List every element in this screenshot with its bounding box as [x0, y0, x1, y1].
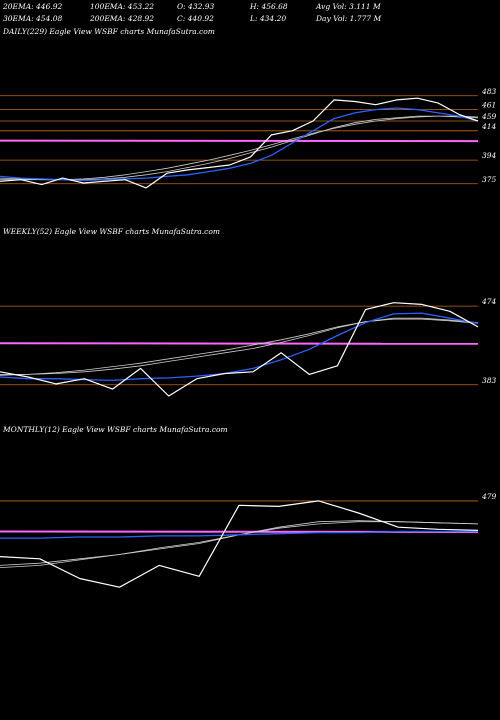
weekly-level-label: 474 — [481, 297, 497, 306]
daily-level-label: 394 — [482, 151, 497, 160]
weekly-ema-slow-line — [0, 317, 479, 375]
daily-level-label: 459 — [481, 112, 497, 121]
daily-title: DAILY(229) Eagle View WSBF charts Munafa… — [2, 27, 215, 36]
header-200ema: 200EMA: 428.92 — [89, 14, 154, 23]
daily-level-label: 414 — [481, 122, 497, 131]
monthly-title: MONTHLY(12) Eagle View WSBF charts Munaf… — [2, 425, 228, 434]
header-avg-vol: Avg Vol: 3.111 M — [315, 2, 381, 11]
daily-level-label: 483 — [481, 87, 497, 96]
header-20ema: 20EMA: 446.92 — [2, 2, 62, 11]
header-info: 20EMA: 446.92 100EMA: 453.22 O: 432.93 H… — [2, 2, 382, 23]
weekly-panel: WEEKLY(52) Eagle View WSBF charts Munafa… — [0, 227, 497, 397]
monthly-panel: MONTHLY(12) Eagle View WSBF charts Munaf… — [0, 425, 497, 588]
header-high: H: 456.68 — [249, 2, 288, 11]
header-open: O: 432.93 — [177, 2, 215, 11]
daily-ema-slow2-line — [0, 115, 479, 181]
monthly-ema-slow2-line — [0, 521, 479, 568]
header-low: L: 434.20 — [249, 14, 286, 23]
header-100ema: 100EMA: 453.22 — [90, 2, 154, 11]
daily-price-line — [0, 97, 479, 189]
weekly-price-line — [0, 302, 479, 397]
monthly-level-label: 479 — [481, 492, 497, 501]
header-close: C: 440.92 — [177, 14, 214, 23]
weekly-ema-slow2-line — [0, 318, 479, 376]
daily-support-line — [0, 139, 479, 143]
monthly-ema-fast-line — [0, 530, 478, 539]
weekly-level-label: 383 — [482, 376, 497, 385]
daily-panel: DAILY(229) Eagle View WSBF charts Munafa… — [0, 27, 497, 189]
daily-ema-fast-line — [0, 107, 479, 182]
daily-ema-slow-line — [0, 115, 479, 181]
weekly-title: WEEKLY(52) Eagle View WSBF charts Munafa… — [3, 227, 220, 236]
monthly-price-line — [0, 500, 479, 588]
header-30ema: 30EMA: 454.08 — [3, 14, 62, 23]
header-day-vol: Day Vol: 1.777 M — [315, 14, 382, 23]
weekly-ema-fast-line — [0, 312, 479, 382]
daily-level-label: 461 — [481, 101, 496, 110]
daily-level-label: 375 — [482, 175, 497, 184]
weekly-support-line — [0, 342, 479, 345]
